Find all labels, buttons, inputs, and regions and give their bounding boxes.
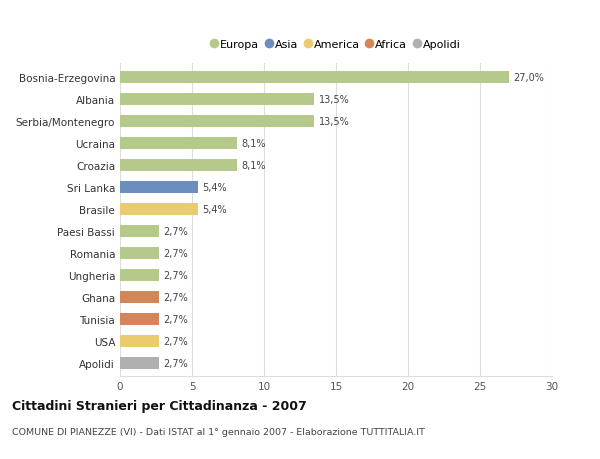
Text: 2,7%: 2,7% bbox=[163, 248, 188, 258]
Text: 2,7%: 2,7% bbox=[163, 292, 188, 302]
Bar bbox=[120, 313, 159, 325]
Text: 13,5%: 13,5% bbox=[319, 117, 349, 126]
Text: 8,1%: 8,1% bbox=[241, 160, 265, 170]
Bar bbox=[120, 203, 198, 215]
Text: COMUNE DI PIANEZZE (VI) - Dati ISTAT al 1° gennaio 2007 - Elaborazione TUTTITALI: COMUNE DI PIANEZZE (VI) - Dati ISTAT al … bbox=[12, 427, 425, 436]
Bar bbox=[120, 159, 236, 171]
Bar bbox=[120, 181, 198, 193]
Text: 2,7%: 2,7% bbox=[163, 270, 188, 280]
Bar bbox=[120, 247, 159, 259]
Text: 27,0%: 27,0% bbox=[513, 73, 544, 83]
Text: 2,7%: 2,7% bbox=[163, 226, 188, 236]
Bar bbox=[120, 137, 236, 150]
Bar bbox=[120, 357, 159, 369]
Bar bbox=[120, 115, 314, 128]
Bar bbox=[120, 225, 159, 237]
Legend: Europa, Asia, America, Africa, Apolidi: Europa, Asia, America, Africa, Apolidi bbox=[209, 38, 463, 52]
Bar bbox=[120, 269, 159, 281]
Text: 5,4%: 5,4% bbox=[202, 204, 227, 214]
Text: 8,1%: 8,1% bbox=[241, 139, 265, 148]
Text: 2,7%: 2,7% bbox=[163, 314, 188, 324]
Text: 13,5%: 13,5% bbox=[319, 95, 349, 104]
Bar bbox=[120, 93, 314, 106]
Text: Cittadini Stranieri per Cittadinanza - 2007: Cittadini Stranieri per Cittadinanza - 2… bbox=[12, 399, 307, 412]
Text: 2,7%: 2,7% bbox=[163, 336, 188, 346]
Bar bbox=[120, 291, 159, 303]
Bar bbox=[120, 335, 159, 347]
Text: 2,7%: 2,7% bbox=[163, 358, 188, 368]
Text: 5,4%: 5,4% bbox=[202, 182, 227, 192]
Bar bbox=[120, 72, 509, 84]
